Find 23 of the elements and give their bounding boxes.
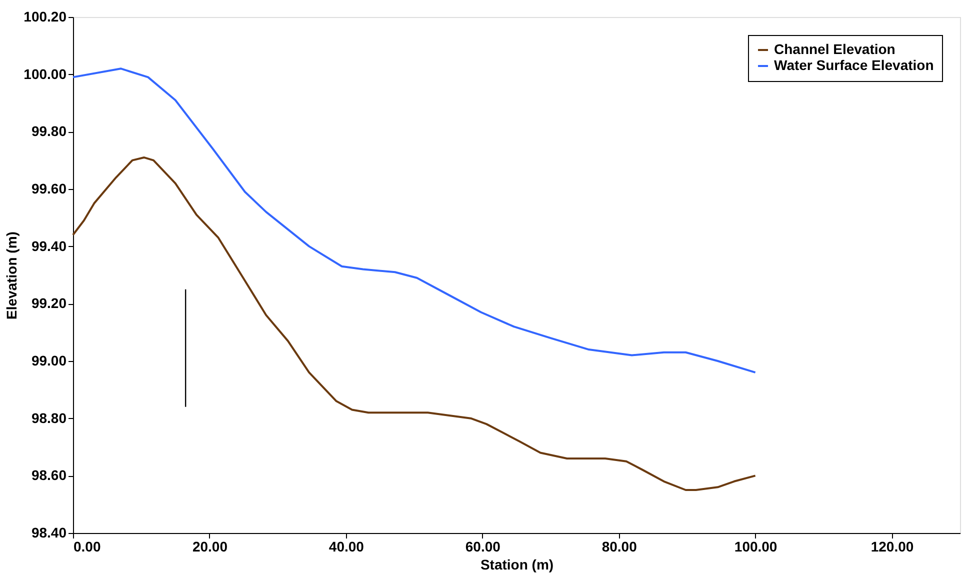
y-tick-label: 98.60 <box>31 467 67 484</box>
x-tick-label: 0.00 <box>74 538 101 554</box>
y-tick-label: 99.80 <box>31 123 67 140</box>
legend-label: Water Surface Elevation <box>774 57 934 73</box>
x-tick-label: 20.00 <box>192 538 228 554</box>
y-tick-label: 99.00 <box>31 352 67 368</box>
y-tick-label: 100.00 <box>24 66 67 82</box>
y-tick-label: 99.40 <box>31 238 67 254</box>
y-tick-label: 98.40 <box>31 524 67 540</box>
x-tick-label: 60.00 <box>465 538 501 554</box>
x-tick-label: 100.00 <box>734 538 778 554</box>
x-tick-label: 120.00 <box>870 538 914 554</box>
legend-label: Channel Elevation <box>774 41 896 57</box>
line-series <box>72 68 756 374</box>
line-series <box>72 156 756 491</box>
y-tick-label: 100.20 <box>24 8 67 24</box>
y-axis-title: Elevation (m) <box>4 232 20 320</box>
x-tick-label: 80.00 <box>602 538 638 554</box>
x-axis-title: Station (m) <box>480 556 554 572</box>
y-tick-label: 98.80 <box>31 410 67 426</box>
y-tick-label: 99.60 <box>31 180 67 196</box>
y-tick-label: 99.20 <box>31 295 67 312</box>
x-tick-label: 40.00 <box>328 538 364 554</box>
